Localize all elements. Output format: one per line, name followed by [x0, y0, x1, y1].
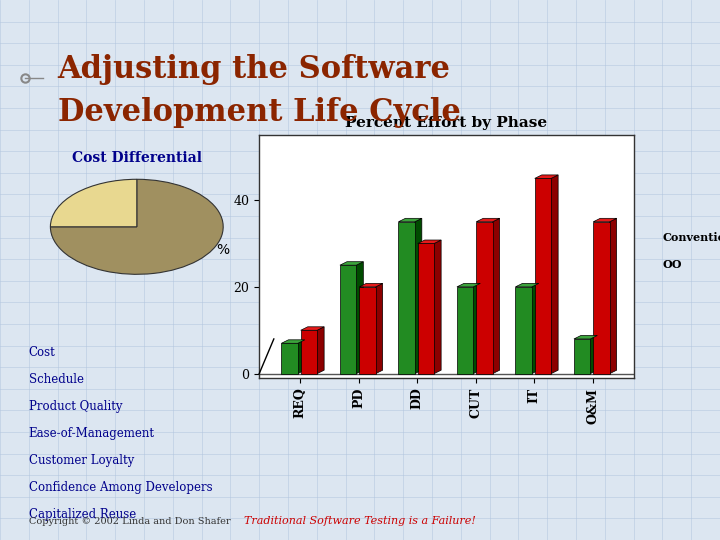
Bar [457, 287, 473, 374]
Polygon shape [535, 175, 558, 178]
Text: Copyright © 2002 Linda and Don Shafer: Copyright © 2002 Linda and Don Shafer [29, 517, 230, 526]
Polygon shape [301, 327, 324, 330]
Text: Development Life Cycle: Development Life Cycle [58, 97, 461, 128]
Wedge shape [50, 179, 137, 227]
Text: Adjusting the Software: Adjusting the Software [58, 54, 451, 85]
Text: Schedule: Schedule [29, 373, 84, 386]
Text: Customer Loyalty: Customer Loyalty [29, 454, 134, 467]
Text: Cost: Cost [29, 346, 55, 359]
Text: Product Quality: Product Quality [29, 400, 122, 413]
Text: Ease-of-Management: Ease-of-Management [29, 427, 155, 440]
Text: Traditional Software Testing is a Failure!: Traditional Software Testing is a Failur… [244, 516, 476, 526]
Bar [282, 343, 298, 374]
Bar [301, 330, 317, 374]
Bar [340, 265, 356, 374]
Bar [593, 222, 610, 374]
Polygon shape [532, 284, 539, 374]
Text: OO: OO [662, 259, 682, 270]
Polygon shape [359, 284, 382, 287]
Polygon shape [476, 218, 500, 222]
Polygon shape [610, 218, 616, 374]
Polygon shape [298, 340, 305, 374]
Title: Cost Differential: Cost Differential [72, 151, 202, 165]
Polygon shape [574, 335, 598, 339]
Polygon shape [551, 175, 558, 374]
Polygon shape [340, 262, 364, 265]
Polygon shape [457, 284, 480, 287]
Polygon shape [590, 335, 598, 374]
Bar [574, 339, 590, 374]
Wedge shape [50, 179, 223, 274]
Polygon shape [593, 218, 616, 222]
Bar [516, 287, 532, 374]
Polygon shape [376, 284, 382, 374]
Title: Percent Effort by Phase: Percent Effort by Phase [346, 116, 547, 130]
Polygon shape [434, 240, 441, 374]
Bar [418, 244, 434, 374]
Polygon shape [473, 284, 480, 374]
Polygon shape [356, 262, 364, 374]
Y-axis label: %: % [216, 242, 229, 256]
Polygon shape [516, 284, 539, 287]
Bar [398, 222, 415, 374]
Legend: Future, Today: Future, Today [276, 204, 378, 250]
Polygon shape [398, 218, 422, 222]
Polygon shape [415, 218, 422, 374]
Text: Confidence Among Developers: Confidence Among Developers [29, 481, 212, 494]
Text: Conventional: Conventional [662, 232, 720, 243]
Bar [476, 222, 492, 374]
Polygon shape [317, 327, 324, 374]
Polygon shape [282, 340, 305, 343]
Bar [535, 178, 551, 374]
Polygon shape [492, 218, 500, 374]
Polygon shape [418, 240, 441, 244]
Bar [359, 287, 376, 374]
Text: Capitalized Reuse: Capitalized Reuse [29, 508, 136, 521]
